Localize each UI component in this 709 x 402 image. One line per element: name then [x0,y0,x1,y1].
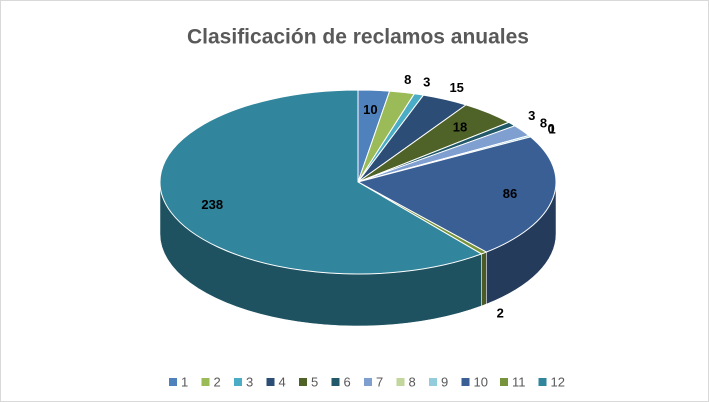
legend-label: 12 [551,374,565,389]
slice [356,136,557,253]
legend-swatch [396,378,405,386]
legend-swatch [538,378,547,386]
data-label: 8 [540,115,547,130]
data-label: 238 [201,197,223,212]
chart-title: Clasificación de reclamos anuales [187,26,529,49]
data-label: 15 [449,80,463,95]
legend-label: 10 [474,374,488,389]
legend-swatch [234,378,242,386]
legend-label: 5 [311,374,318,389]
legend-swatch [266,378,275,386]
data-label: 18 [453,120,467,135]
data-label: 8 [404,72,411,87]
legend-label: 8 [409,374,416,389]
legend-swatch [169,378,177,386]
slice-side [481,251,487,307]
slice [159,89,483,275]
data-label: 10 [363,102,377,117]
data-label: 86 [503,186,517,201]
data-label: 1 [548,122,555,137]
legend-label: 4 [279,374,286,389]
legend-swatch [201,378,210,386]
legend-swatch [331,378,340,386]
data-label: 2 [497,306,504,321]
legend-swatch [299,378,307,386]
legend-swatch [429,378,437,386]
data-label: 3 [528,108,535,123]
data-label: 3 [423,75,430,90]
legend-label: 1 [181,374,188,389]
legend-label: 9 [441,374,448,389]
legend-label: 7 [376,374,383,389]
legend-label: 11 [512,374,526,389]
legend-label: 3 [246,374,253,389]
data-label: 0 [548,121,555,136]
legend-label: 2 [214,374,221,389]
legend-swatch [364,378,372,386]
legend-swatch [461,378,470,386]
legend-label: 6 [344,374,351,389]
legend-swatch [500,378,508,386]
